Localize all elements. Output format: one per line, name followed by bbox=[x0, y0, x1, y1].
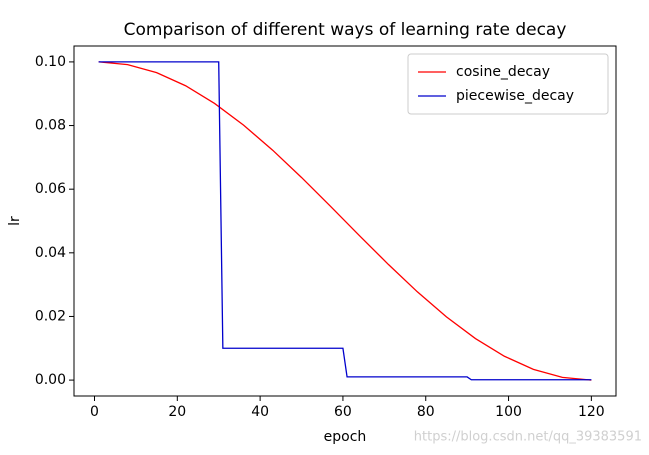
line-series bbox=[98, 61, 592, 381]
y-tick-label: 0.10 bbox=[35, 54, 66, 70]
plot-frame bbox=[73, 45, 617, 397]
y-tick-label: 0.04 bbox=[35, 245, 66, 261]
y-axis-label: lr bbox=[7, 216, 23, 226]
y-tick-label: 0.00 bbox=[35, 372, 66, 388]
chart-title: Comparison of different ways of learning… bbox=[124, 20, 567, 40]
x-axis-label: epoch bbox=[324, 429, 367, 445]
legend-label: cosine_decay bbox=[456, 64, 550, 80]
legend-label: piecewise_decay bbox=[456, 88, 574, 104]
watermark: https://blog.csdn.net/qq_39383591 bbox=[414, 430, 642, 445]
x-tick-label: 20 bbox=[168, 404, 186, 420]
y-tick-label: 0.06 bbox=[35, 181, 66, 197]
y-tick-label: 0.08 bbox=[35, 118, 66, 134]
x-tick-label: 80 bbox=[417, 404, 435, 420]
x-tick-label: 40 bbox=[251, 404, 269, 420]
line-series bbox=[98, 61, 592, 381]
x-tick-label: 0 bbox=[90, 404, 99, 420]
legend-box bbox=[407, 53, 609, 115]
y-tick-label: 0.02 bbox=[35, 308, 66, 324]
x-tick-label: 60 bbox=[334, 404, 352, 420]
x-tick-label: 100 bbox=[495, 404, 522, 420]
x-tick-label: 120 bbox=[578, 404, 605, 420]
